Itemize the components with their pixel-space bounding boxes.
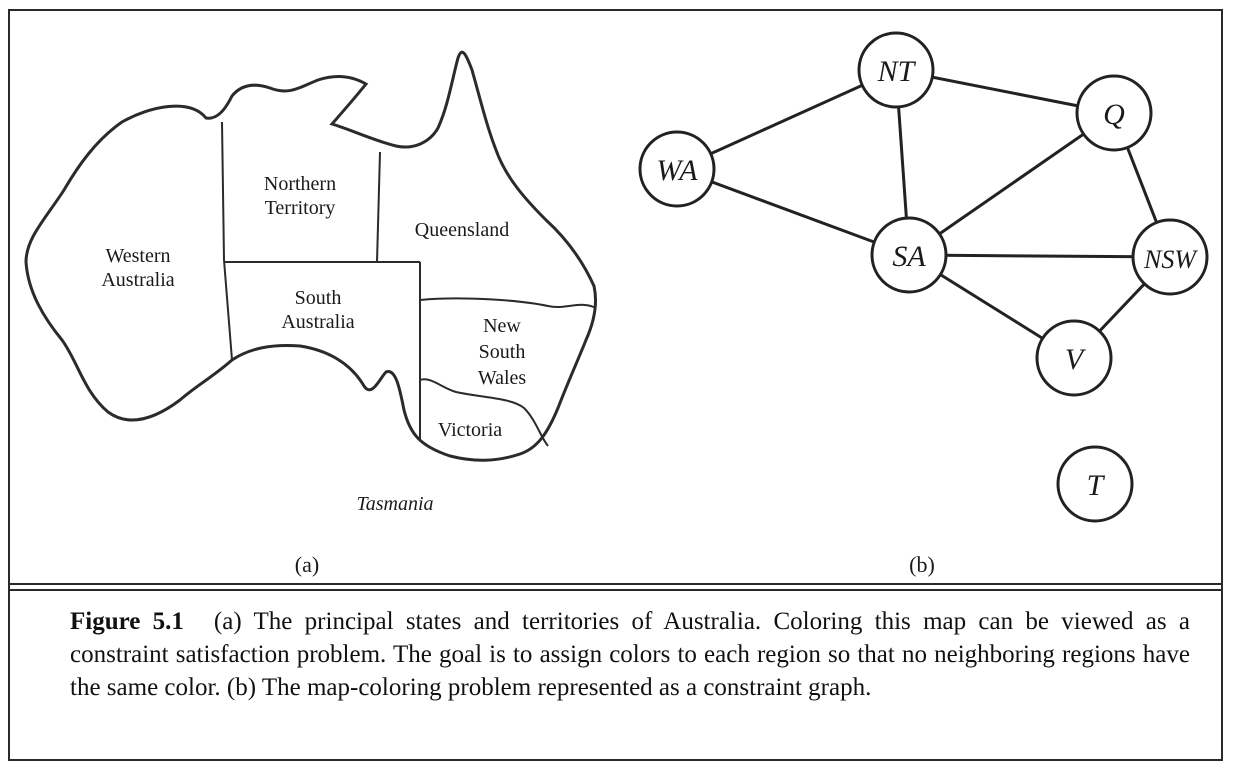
caption-divider <box>8 583 1223 591</box>
figure-frame <box>8 9 1223 761</box>
label-northern-territory: Northern Territory <box>264 173 336 219</box>
label-south-australia: South Australia <box>281 287 354 333</box>
map-region-labels: Western Australia Northern Territory Queen… <box>101 173 526 515</box>
label-queensland: Queensland <box>415 219 509 241</box>
panel-label-b: (b) <box>909 552 935 577</box>
node-nt: NT <box>857 31 935 109</box>
node-label-v: V <box>1065 343 1087 376</box>
edge-sa-nsw <box>908 253 1171 259</box>
border-nt-q <box>376 151 381 263</box>
node-label-t: T <box>1087 469 1106 502</box>
node-label-sa: SA <box>892 240 926 273</box>
border-wa-nt-sa <box>221 121 233 361</box>
node-circle-q <box>1075 74 1153 152</box>
node-circle-sa <box>870 216 948 294</box>
edge-sa-q <box>908 111 1115 257</box>
node-wa: WA <box>638 130 716 208</box>
node-v: V <box>1035 319 1113 397</box>
node-t: T <box>1056 445 1134 523</box>
node-label-nt: NT <box>877 55 917 88</box>
caption-label: Figure 5.1 <box>70 608 184 635</box>
label-western-australia: Western Australia <box>101 245 174 291</box>
node-circle-t <box>1056 445 1134 523</box>
edge-wa-sa <box>676 167 910 257</box>
node-label-q: Q <box>1103 98 1125 131</box>
label-tasmania: Tasmania <box>356 493 433 515</box>
node-circle-nt <box>857 31 935 109</box>
australia-map <box>24 50 598 462</box>
node-circle-nsw <box>1131 218 1209 296</box>
caption-text: (a) The principal states and territories… <box>70 608 1190 701</box>
edge-wa-nt <box>676 68 897 171</box>
panel-label-a: (a) <box>295 552 319 577</box>
australia-coastline <box>24 50 598 462</box>
node-label-nsw: NSW <box>1143 245 1198 274</box>
node-circle-wa <box>638 130 716 208</box>
node-sa: SA <box>870 216 948 294</box>
node-label-wa: WA <box>656 154 698 187</box>
figure-caption: Figure 5.1 (a) The principal states and t… <box>70 605 1190 704</box>
border-q-nsw <box>419 297 597 309</box>
label-new-south-wales: New South Wales <box>478 315 527 389</box>
node-circle-v <box>1035 319 1113 397</box>
border-nsw-v <box>419 378 549 447</box>
node-nsw: NSW <box>1131 218 1209 296</box>
node-q: Q <box>1075 74 1153 152</box>
label-victoria: Victoria <box>438 419 502 441</box>
constraint-graph-nodes: NT Q WA SA NSW V T <box>638 31 1209 523</box>
